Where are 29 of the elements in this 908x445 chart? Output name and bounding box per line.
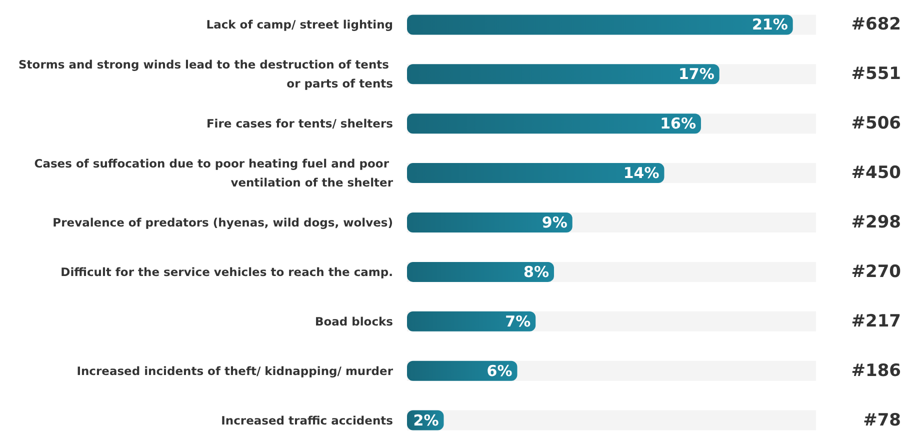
data-label: 17% bbox=[678, 65, 714, 84]
y-tick-label: Storms and strong winds lead to the destruction of tents or parts of tents bbox=[18, 58, 394, 91]
text: #450 bbox=[851, 163, 902, 184]
y-tick-label: Difficult for the service vehicles to reach the camp. bbox=[60, 264, 393, 279]
data-label: 6% bbox=[486, 362, 512, 380]
text: #186 bbox=[851, 360, 901, 381]
y-tick-label: Increased incidents of theft/ kidnapping/ murder bbox=[76, 364, 394, 378]
data-label: 9% bbox=[542, 214, 568, 232]
y-tick-label: Lack of camp/ street lighting bbox=[206, 18, 393, 32]
y-tick-label: Cases of suffocation due to poor heating fuel and poor ventilation of the shelter bbox=[34, 156, 394, 190]
data-label: 2% bbox=[413, 411, 439, 430]
bar bbox=[407, 311, 536, 332]
text: #270 bbox=[851, 262, 902, 282]
y-tick-label: Increased traffic accidents bbox=[221, 413, 394, 428]
text: #506 bbox=[851, 114, 901, 134]
data-label: 14% bbox=[623, 164, 660, 182]
data-label: 16% bbox=[660, 114, 696, 133]
text: #298 bbox=[851, 212, 901, 232]
data-label: 21% bbox=[752, 16, 788, 34]
data-label: 7% bbox=[505, 312, 531, 330]
text: #217 bbox=[851, 311, 901, 332]
text: #682 bbox=[851, 14, 901, 35]
y-tick-label: Fire cases for tents/ shelters bbox=[206, 116, 394, 131]
bar bbox=[407, 360, 518, 381]
y-tick-label: Boad blocks bbox=[314, 314, 394, 328]
text: #78 bbox=[863, 410, 901, 430]
data-label: 8% bbox=[524, 262, 549, 281]
text: #551 bbox=[851, 64, 901, 84]
y-tick-label: Prevalence of predators (hyenas, wild dogs, wolves) bbox=[52, 216, 393, 230]
